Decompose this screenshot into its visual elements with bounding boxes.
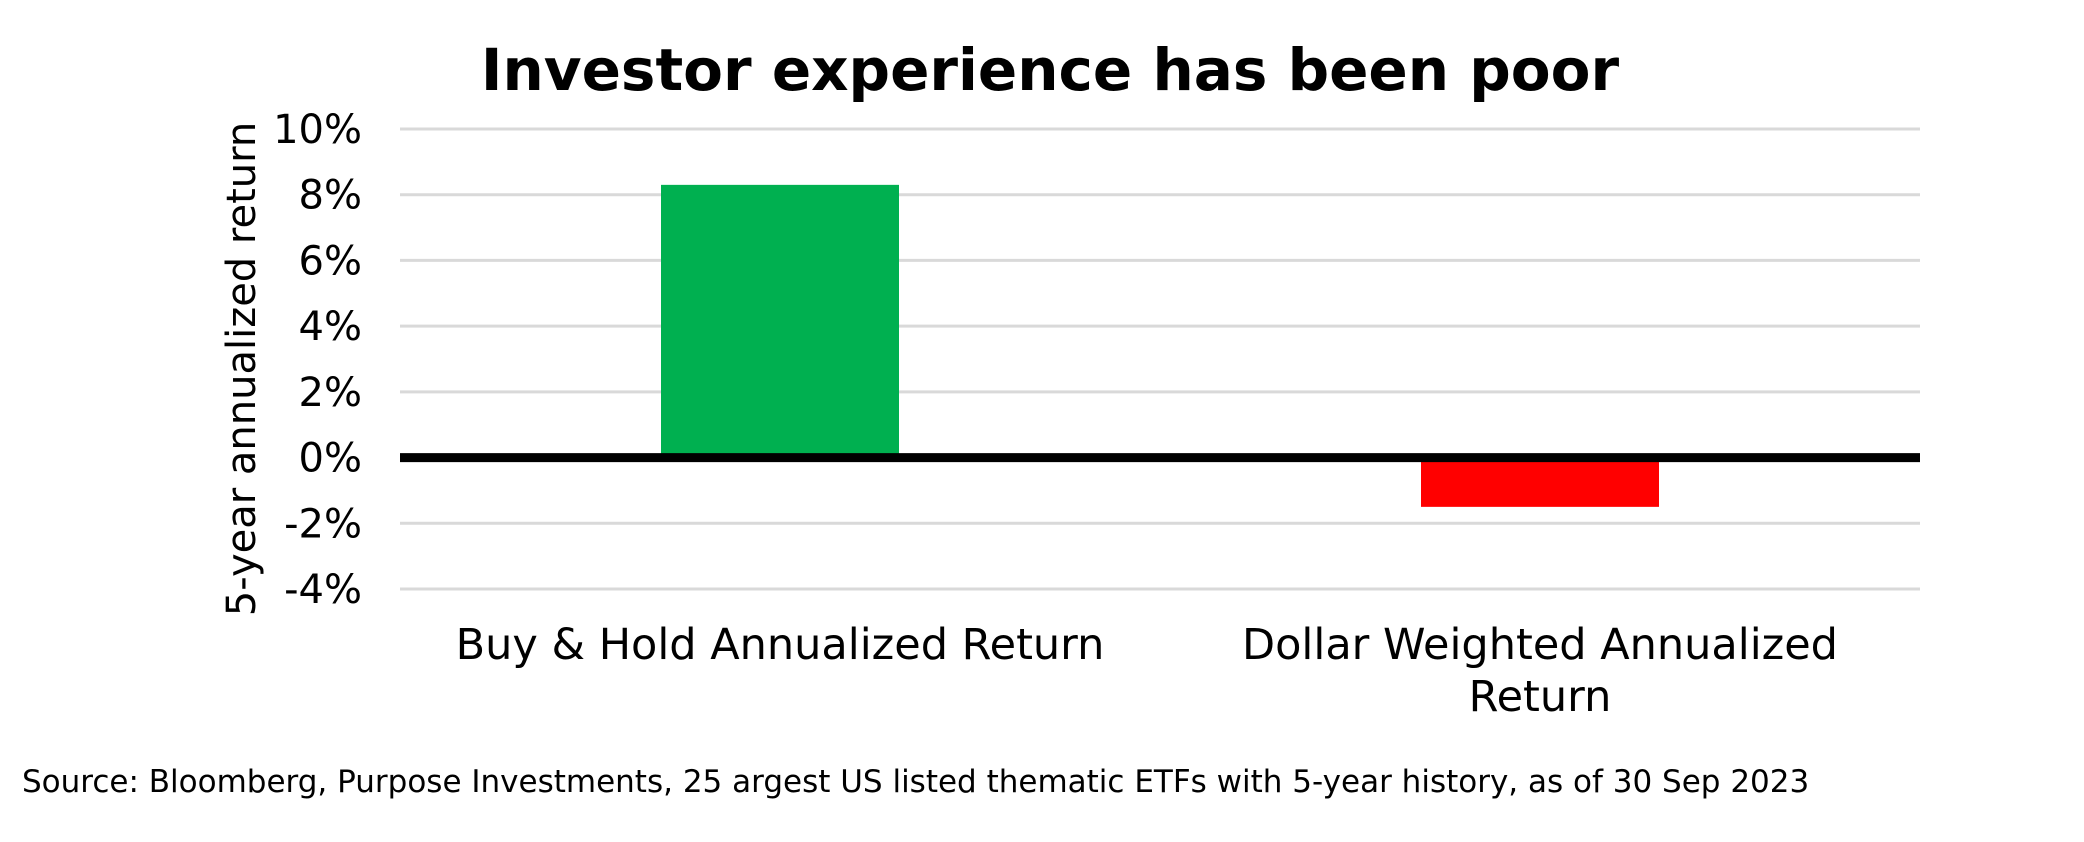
x-category-label: Return (1469, 672, 1612, 722)
gridlines (400, 127, 1920, 591)
source-note: Source: Bloomberg, Purpose Investments, … (22, 764, 1809, 800)
bars (661, 184, 1659, 507)
y-tick-label: 2% (299, 370, 362, 416)
y-tick-label: 10% (273, 107, 362, 153)
x-category-label: Buy & Hold Annualized Return (456, 620, 1105, 670)
y-tick-label: 4% (299, 304, 362, 350)
y-tick-label: 8% (299, 173, 362, 219)
x-category-label: Dollar Weighted Annualized (1242, 620, 1838, 670)
category-labels: Buy & Hold Annualized Return Dollar Weigh… (456, 620, 1838, 722)
y-tick-label: -4% (284, 567, 362, 613)
bar (1421, 457, 1659, 507)
y-tick-label: 6% (299, 238, 362, 284)
chart-title: Investor experience has been poor (481, 36, 1620, 104)
bar (661, 184, 899, 458)
y-tick-label: 0% (299, 436, 362, 482)
y-tick-labels: 10% 8% 6% 4% 2% 0% -2% -4% (273, 107, 362, 613)
y-axis-title: 5-year annualized return (219, 122, 265, 616)
y-tick-label: -2% (284, 501, 362, 547)
